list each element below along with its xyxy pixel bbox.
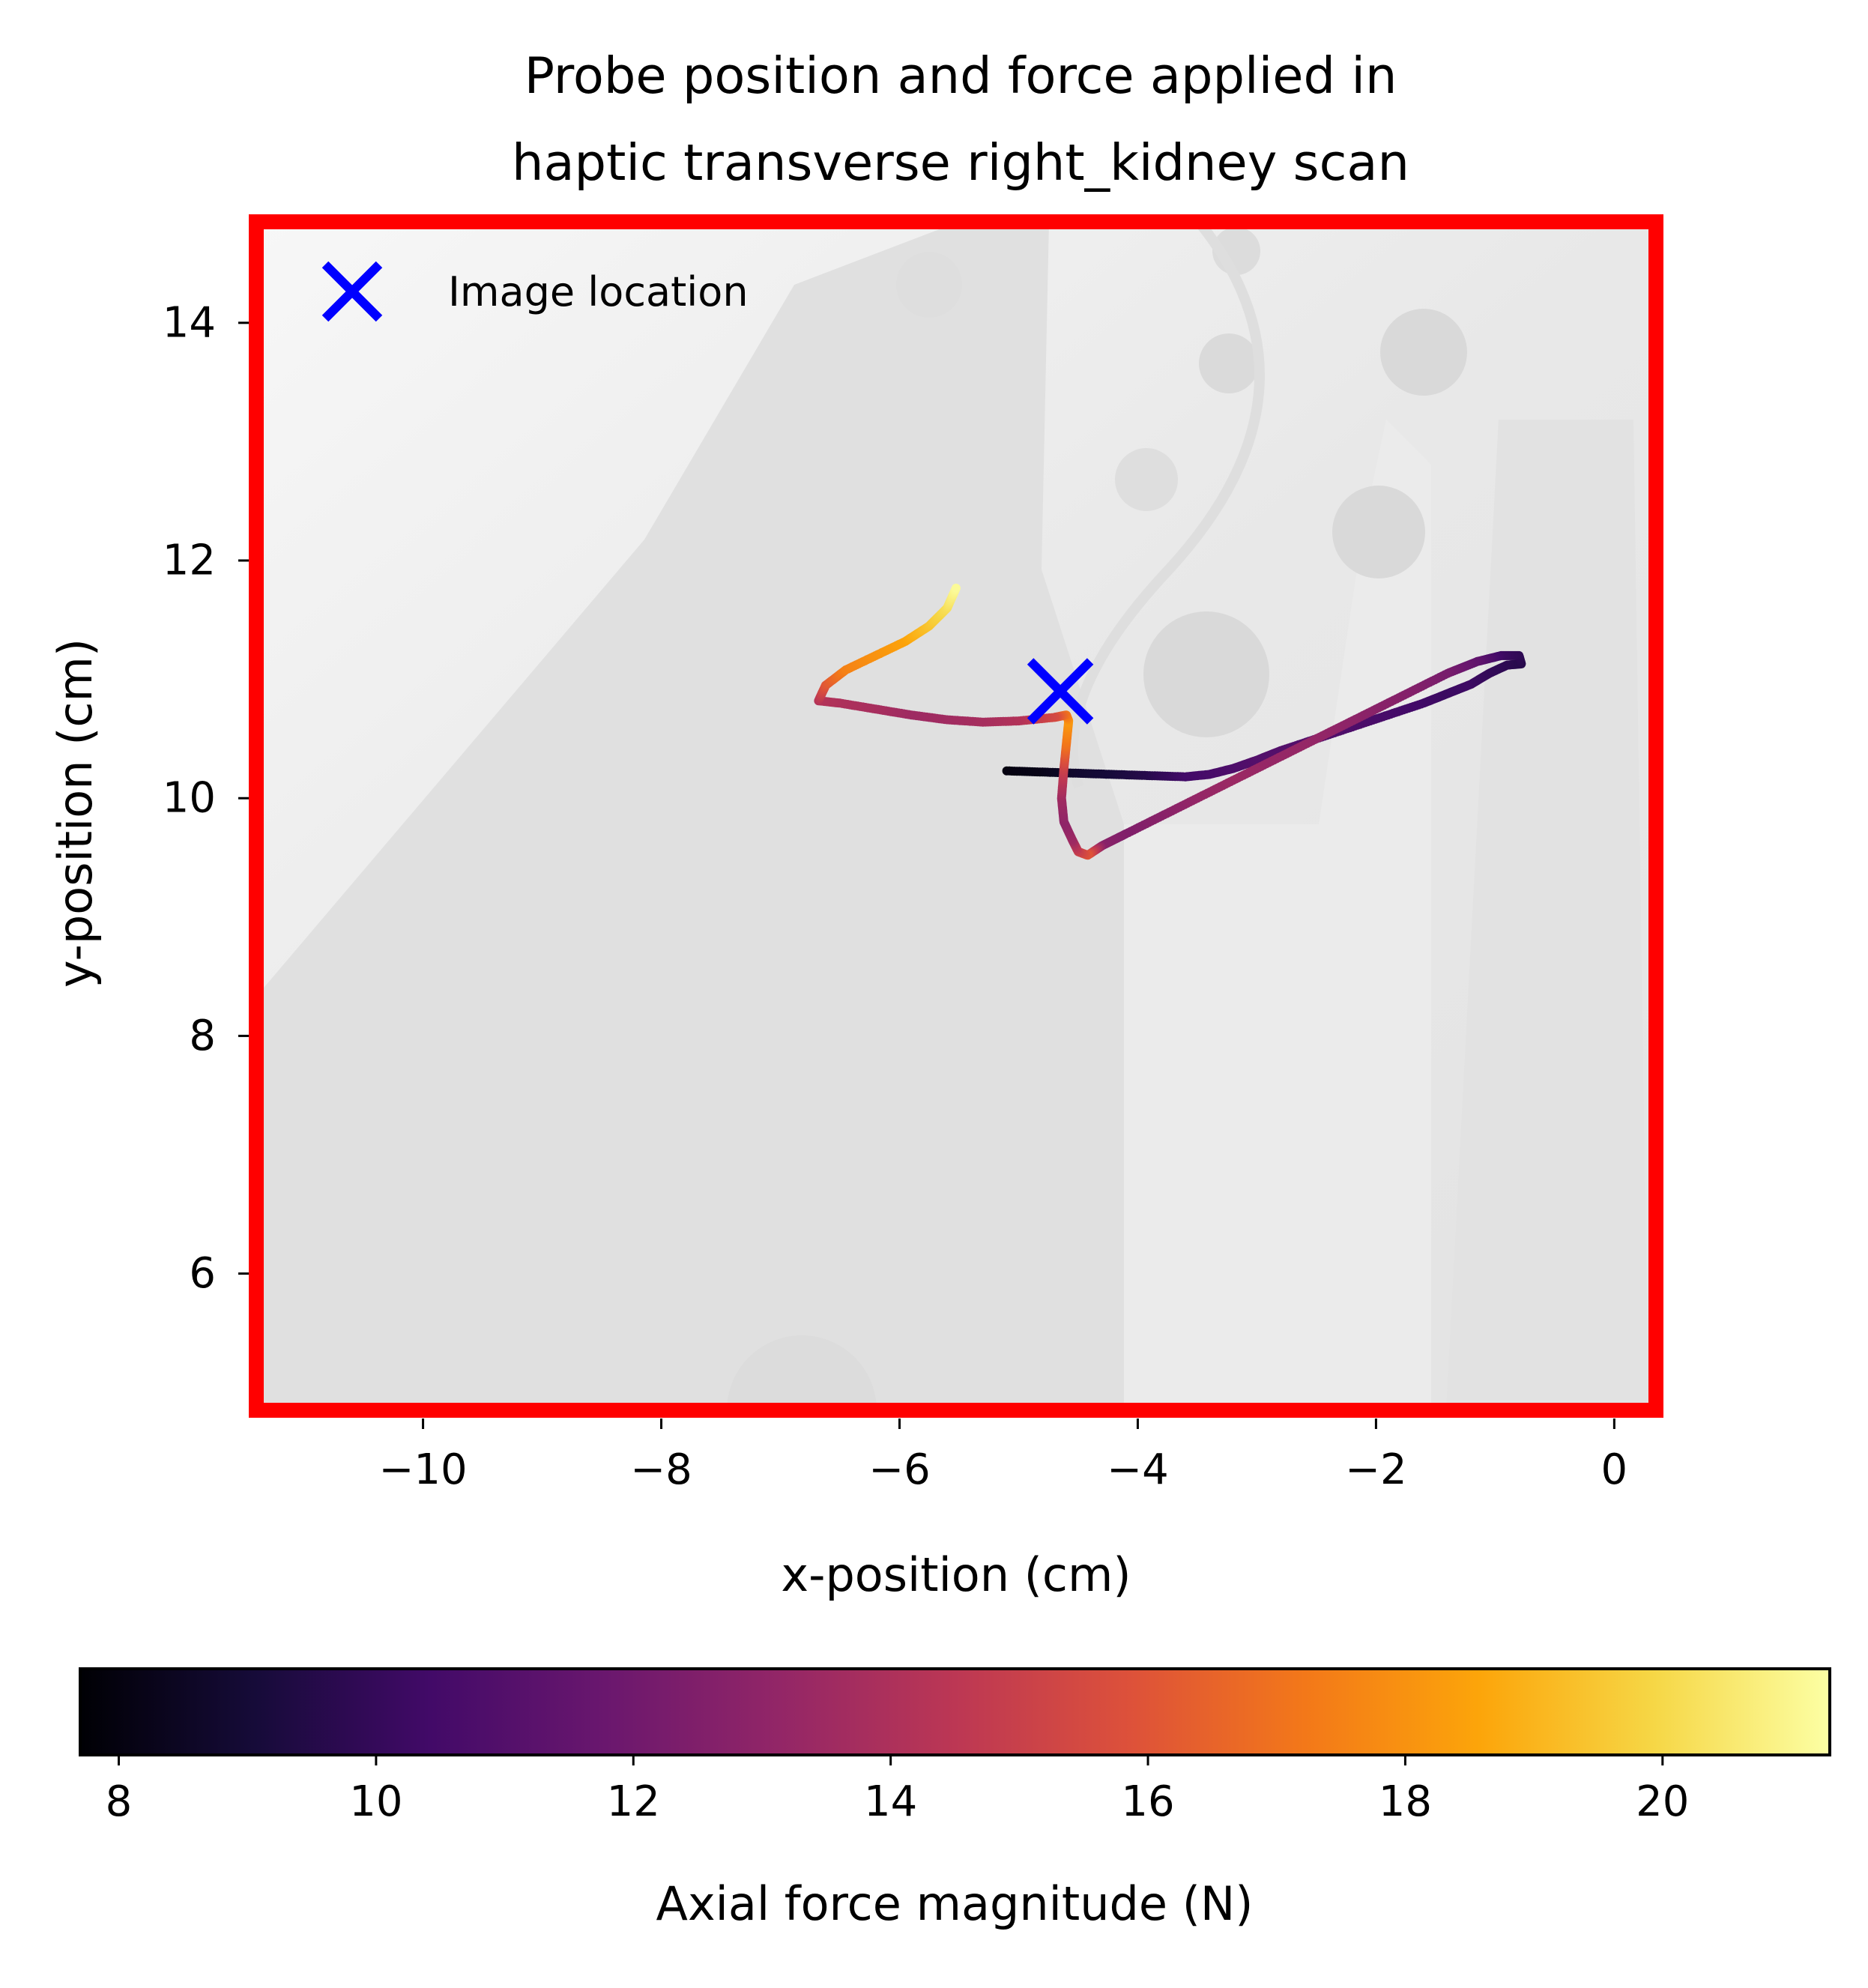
colorbar-tick-5: 18 [1379,1755,1432,1826]
x-tick-label: −10 [378,1445,467,1494]
x-tick-label: −2 [1345,1445,1407,1494]
legend-label: Image location [448,268,749,315]
colorbar-tick-6: 20 [1636,1755,1689,1826]
x-axis: −10 −8 −6 −4 −2 0 [378,1419,1627,1494]
y-tick-label: 8 [189,1012,216,1060]
x-tick-4: −2 [1345,1419,1407,1494]
bg-blob [1115,448,1178,511]
colorbar-tick-label: 20 [1636,1777,1689,1826]
x-tick-0: −10 [378,1419,468,1494]
bg-blob [1332,486,1425,578]
axes-frame [249,214,1663,1418]
trajectory-point [951,583,961,593]
x-tick-2: −6 [868,1419,931,1494]
colorbar-tick-3: 14 [864,1755,917,1826]
colorbar-tick-2: 12 [607,1755,660,1826]
colorbar-tick-4: 16 [1121,1755,1175,1826]
bg-blob [1199,333,1259,393]
colorbar-tick-0: 8 [106,1755,133,1826]
x-axis-label: x-position (cm) [781,1547,1131,1602]
colorbar-tick-label: 10 [349,1777,402,1826]
background-image [256,222,1656,1410]
legend-marker-icon [321,261,383,322]
y-tick-0: 6 [189,1249,249,1298]
y-tick-label: 14 [163,298,216,347]
colorbar: 8 10 12 14 16 18 20 [79,1667,1831,1826]
colorbar-gradient [79,1667,1831,1756]
colorbar-label: Axial force magnitude (N) [656,1876,1254,1931]
y-tick-4: 14 [163,298,249,347]
x-tick-1: −8 [630,1419,692,1494]
colorbar-tick-label: 18 [1379,1777,1432,1826]
y-tick-1: 8 [189,1012,249,1060]
colorbar-tick-1: 10 [349,1755,403,1826]
bg-blob [727,1335,877,1410]
y-tick-2: 10 [163,774,249,823]
y-axis-label: y-position (cm) [48,638,103,988]
colorbar-tick-label: 14 [864,1777,917,1826]
y-tick-3: 12 [163,537,249,585]
x-tick-label: −4 [1107,1445,1169,1494]
x-tick-3: −4 [1107,1419,1169,1494]
y-tick-label: 12 [163,537,216,585]
legend: Image location [321,261,749,322]
image-location-marker [1027,658,1094,725]
image-location-stroke [1027,658,1094,725]
colorbar-tick-label: 8 [106,1777,133,1826]
bg-blob [1143,611,1269,737]
colorbar-tick-label: 16 [1121,1777,1174,1826]
bg-blob [896,252,962,318]
bg-blob [1380,309,1467,396]
probe-trajectory [814,583,1526,860]
chart-title-line-2: haptic transverse right_kidney scan [512,133,1409,192]
x-tick-label: 0 [1601,1445,1628,1494]
y-axis: 6 8 10 12 14 [163,298,249,1298]
x-tick-label: −6 [868,1445,931,1494]
x-tick-5: 0 [1601,1419,1628,1494]
x-tick-label: −8 [630,1445,692,1494]
chart-title-line-1: Probe position and force applied in [525,46,1397,105]
colorbar-tick-label: 12 [607,1777,660,1826]
y-tick-label: 10 [163,774,216,823]
y-tick-label: 6 [189,1249,216,1298]
